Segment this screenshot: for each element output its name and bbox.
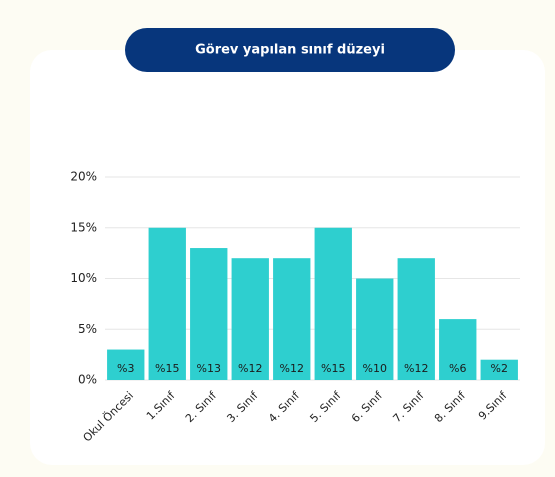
bar — [356, 278, 394, 380]
value-label: %3 — [117, 362, 134, 375]
value-label: %2 — [491, 362, 508, 375]
value-label: %10 — [363, 362, 387, 375]
bar — [231, 258, 269, 380]
bar — [397, 258, 435, 380]
value-label: %6 — [449, 362, 466, 375]
bar — [273, 258, 311, 380]
bar — [107, 349, 145, 380]
y-tick-label: 5% — [78, 322, 97, 336]
y-tick-label: 20% — [70, 170, 97, 184]
value-label: %13 — [197, 362, 221, 375]
title-pill — [125, 28, 455, 72]
bar — [480, 359, 518, 380]
bar — [148, 227, 186, 380]
value-label: %12 — [238, 362, 262, 375]
chart-title: Görev yapılan sınıf düzeyi — [195, 43, 385, 58]
y-tick-label: 10% — [70, 271, 97, 285]
y-tick-label: 15% — [70, 220, 97, 234]
value-label: %15 — [155, 362, 179, 375]
value-label: %12 — [280, 362, 304, 375]
value-label: %15 — [321, 362, 345, 375]
bar — [439, 319, 477, 380]
value-label: %12 — [404, 362, 428, 375]
bar — [190, 248, 228, 380]
y-tick-label: 0% — [78, 373, 97, 387]
bar — [314, 227, 352, 380]
